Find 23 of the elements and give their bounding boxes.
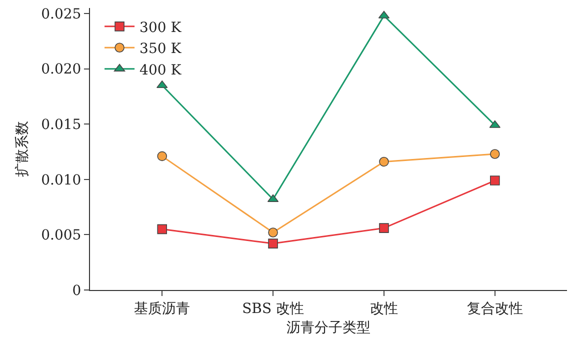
point <box>268 228 278 238</box>
y-tick-label: 0.020 <box>41 62 82 78</box>
y-tick-label: 0.005 <box>41 228 82 244</box>
point <box>490 176 500 186</box>
x-axis-title: 沥青分子类型 <box>286 320 370 336</box>
x-tick-label: SBS 改性 <box>242 300 304 317</box>
legend-label: 350 K <box>140 41 182 58</box>
legend-label: 300 K <box>140 20 182 36</box>
y-tick-label: 0.025 <box>41 6 82 22</box>
x-tick-label: 复合改性 <box>466 300 523 317</box>
legend-label: 400 K <box>140 62 182 78</box>
x-tick-label: 基质沥青 <box>134 300 190 317</box>
point <box>157 151 167 162</box>
y-tick-label: 0.010 <box>41 172 82 188</box>
point <box>490 149 500 159</box>
point <box>268 238 278 248</box>
point <box>379 223 389 233</box>
point <box>157 224 167 234</box>
y-tick-label: 0.015 <box>41 117 82 134</box>
x-tick-label: 改性 <box>370 300 398 317</box>
y-tick-label: 0 <box>72 282 82 299</box>
y-axis-title: 扩散系数 <box>14 121 31 177</box>
point <box>379 156 389 167</box>
